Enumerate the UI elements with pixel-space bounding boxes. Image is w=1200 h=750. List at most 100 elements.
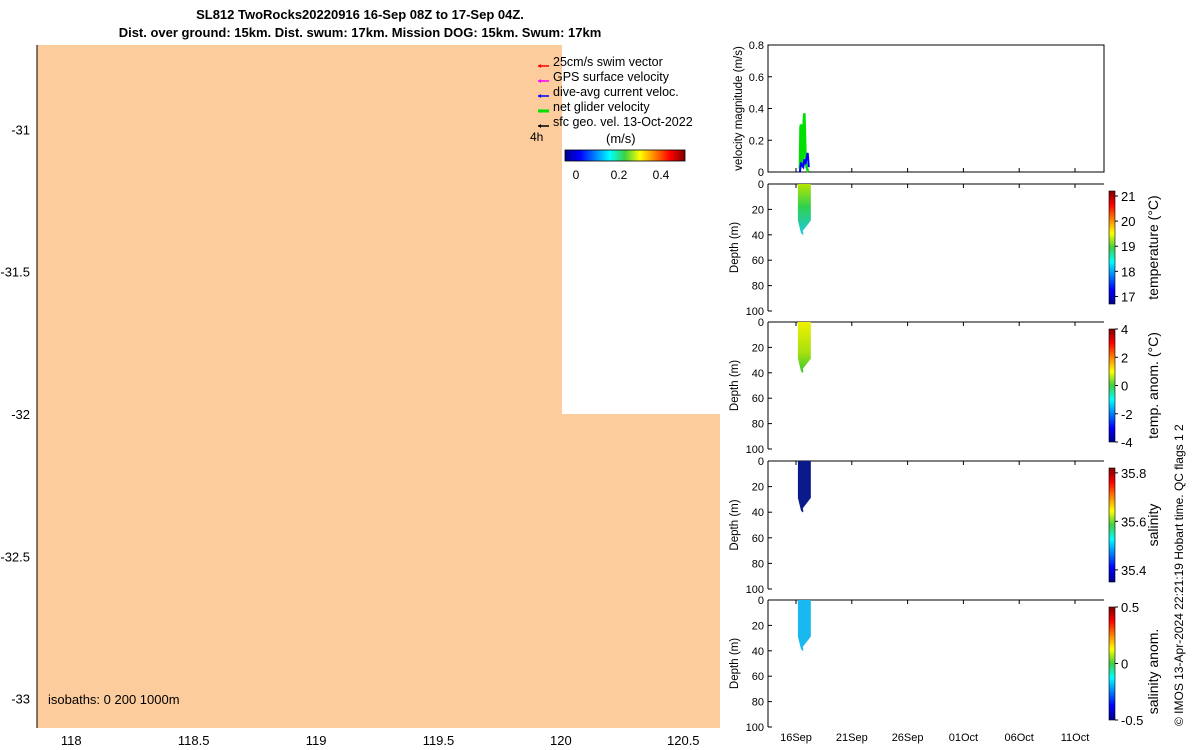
salinity-anomaly-panel: 0 20 40 60 80 100 Depth (m) -0.5 0 0.5 salinity an… bbox=[729, 595, 1161, 744]
temp-anomaly-y-tick-label: 60 bbox=[752, 393, 764, 405]
salinity-anomaly-colorbar-tick-label: 0.5 bbox=[1121, 600, 1139, 615]
salinity-anomaly-colorbar-tick-label: -0.5 bbox=[1121, 713, 1143, 728]
velocity-y-axis-label: velocity magnitude (m/s) bbox=[733, 46, 745, 171]
credit-text: © IMOS 13-Apr-2024 22:21:19 Hobart time.… bbox=[1172, 424, 1186, 726]
date-tick-label: 16Sep bbox=[780, 732, 812, 744]
temperature-y-tick-label: 0 bbox=[758, 179, 764, 191]
legend-arrowhead bbox=[538, 94, 541, 98]
legend-arrowhead bbox=[538, 124, 541, 128]
temperature-y-tick-label: 20 bbox=[752, 204, 764, 216]
temp-anomaly-axes-bg bbox=[768, 322, 1104, 449]
velocity-series-line bbox=[798, 113, 810, 173]
speed-tick-2: 0.4 bbox=[653, 168, 670, 182]
salinity-anomaly-y-axis-label: Depth (m) bbox=[729, 638, 741, 689]
temp-anomaly-y-tick-label: 0 bbox=[758, 317, 764, 329]
salinity-colorbar bbox=[1108, 467, 1116, 583]
salinity-anomaly-data-points bbox=[797, 600, 811, 651]
salinity-anomaly-y-tick-label: 80 bbox=[752, 697, 764, 709]
legend-label: net glider velocity bbox=[553, 100, 650, 114]
time-scale-label: 4h bbox=[530, 130, 543, 144]
temp-anomaly-panel: 0 20 40 60 80 100 Depth (m) -4 -2 0 2 4 temp. anom. … bbox=[729, 317, 1161, 456]
velocity-panel: 0 0.2 0.4 0.6 0.8 velocity magnitude (m/s) bbox=[733, 40, 1105, 179]
salinity-anomaly-axes-bg bbox=[768, 600, 1104, 727]
title-line-1: SL812 TwoRocks20220916 16-Sep 08Z to 17-… bbox=[196, 7, 524, 22]
salinity-panel: 0 20 40 60 80 100 Depth (m) 35.4 35.6 35.8 salinit… bbox=[729, 456, 1161, 596]
map-y-ticks: -31 -31.5 -32 -32.5 -33 bbox=[0, 122, 30, 706]
map-lat-tick-label: -33 bbox=[11, 692, 30, 707]
date-tick-label: 26Sep bbox=[892, 732, 924, 744]
legend-arrowhead bbox=[538, 109, 541, 113]
salinity-colorbar-label: salinity bbox=[1145, 504, 1161, 547]
salinity-colorbar-tick-label: 35.8 bbox=[1121, 466, 1146, 481]
map-panel: -31-31.5-32-32.5-33 118 118.5 119 119.5 120 1… bbox=[0, 45, 720, 748]
isobaths-label: isobaths: 0 200 1000m bbox=[48, 692, 180, 707]
temperature-colorbar-tick-label: 17 bbox=[1121, 289, 1135, 304]
colorbar-label-speed: (m/s) bbox=[606, 131, 636, 146]
salinity-colorbar-tick-label: 35.6 bbox=[1121, 514, 1146, 529]
map-lon-tick-label: 120.5 bbox=[667, 733, 700, 748]
salinity-data-points bbox=[797, 461, 811, 513]
temperature-colorbar-tick-label: 20 bbox=[1121, 214, 1135, 229]
salinity-anomaly-y-tick-label: 0 bbox=[758, 595, 764, 607]
temp-anomaly-y-tick-label: 100 bbox=[746, 444, 764, 456]
map-lon-tick-label: 119 bbox=[306, 733, 327, 748]
map-lat-tick-label: -32.5 bbox=[0, 549, 30, 564]
temperature-y-tick-label: 100 bbox=[746, 306, 764, 318]
speed-tick-0: 0 bbox=[573, 168, 580, 182]
figure-title: SL812 TwoRocks20220916 16-Sep 08Z to 17-… bbox=[30, 6, 690, 42]
speed-tick-1: 0.2 bbox=[611, 168, 628, 182]
velocity-y-tick-label: 0.8 bbox=[749, 40, 764, 52]
salinity-y-tick-label: 40 bbox=[752, 507, 764, 519]
temperature-data-points bbox=[797, 184, 811, 235]
salinity-y-tick-label: 20 bbox=[752, 482, 764, 494]
map-lat-tick-label: -32 bbox=[11, 407, 30, 422]
map-lon-tick-label: 118 bbox=[61, 733, 82, 748]
salinity-anomaly-colorbar-label: salinity anom. bbox=[1145, 629, 1161, 715]
salinity-y-tick-label: 100 bbox=[746, 584, 764, 596]
temp-anomaly-y-tick-label: 20 bbox=[752, 342, 764, 354]
salinity-anomaly-colorbar-tick-label: 0 bbox=[1121, 657, 1128, 672]
legend-arrowhead bbox=[538, 79, 541, 83]
temp-anomaly-colorbar-tick-label: 0 bbox=[1121, 379, 1128, 394]
temperature-axes-bg bbox=[768, 184, 1104, 311]
temp-anomaly-colorbar-label: temp. anom. (°C) bbox=[1145, 332, 1161, 439]
legend-label: dive-avg current veloc. bbox=[553, 85, 679, 99]
salinity-anomaly-colorbar bbox=[1108, 606, 1116, 721]
date-tick-label: 11Oct bbox=[1061, 732, 1090, 744]
salinity-axes-bg bbox=[768, 461, 1104, 589]
date-tick-label: 01Oct bbox=[949, 732, 978, 744]
temperature-colorbar-tick-label: 18 bbox=[1121, 264, 1135, 279]
temperature-colorbar-tick-label: 19 bbox=[1121, 239, 1135, 254]
velocity-axes-box bbox=[767, 44, 1105, 173]
date-tick-label: 21Sep bbox=[836, 732, 868, 744]
map-lat-tick-label: -31.5 bbox=[0, 265, 30, 280]
velocity-y-tick-label: 0.4 bbox=[749, 104, 764, 116]
map-lon-tick-label: 120 bbox=[550, 733, 572, 748]
temperature-colorbar bbox=[1108, 190, 1116, 305]
salinity-y-axis-label: Depth (m) bbox=[729, 499, 741, 550]
legend-label: 25cm/s swim vector bbox=[553, 55, 663, 69]
salinity-anomaly-y-tick-label: 60 bbox=[752, 671, 764, 683]
map-x-ticks: 118 118.5 119 119.5 120 120.5 bbox=[61, 733, 700, 748]
temperature-y-axis-label: Depth (m) bbox=[729, 222, 741, 273]
legend-arrowhead bbox=[538, 64, 541, 68]
title-line-2: Dist. over ground: 15km. Dist. swum: 17k… bbox=[118, 25, 602, 40]
temperature-colorbar-label: temperature (°C) bbox=[1145, 195, 1161, 299]
salinity-y-tick-label: 0 bbox=[758, 456, 764, 468]
map-lon-tick-label: 119.5 bbox=[423, 733, 455, 748]
temp-anomaly-colorbar-tick-label: 4 bbox=[1121, 322, 1128, 337]
temp-anomaly-data-points bbox=[797, 322, 811, 373]
legend-label: GPS surface velocity bbox=[553, 70, 670, 84]
temp-anomaly-colorbar-tick-label: -2 bbox=[1121, 407, 1133, 422]
temperature-y-tick-label: 40 bbox=[752, 230, 764, 242]
temp-anomaly-colorbar-tick-label: 2 bbox=[1121, 350, 1128, 365]
temp-anomaly-y-axis-label: Depth (m) bbox=[729, 360, 741, 411]
velocity-y-tick-label: 0 bbox=[758, 167, 764, 179]
temp-anomaly-colorbar-tick-label: -4 bbox=[1121, 435, 1133, 450]
temperature-panel: 0 20 40 60 80 100 Depth (m) 17 18 19 20 21 temperatu… bbox=[729, 179, 1161, 318]
salinity-anomaly-y-tick-label: 100 bbox=[746, 722, 764, 734]
map-lat-tick-label: -31 bbox=[11, 122, 30, 137]
